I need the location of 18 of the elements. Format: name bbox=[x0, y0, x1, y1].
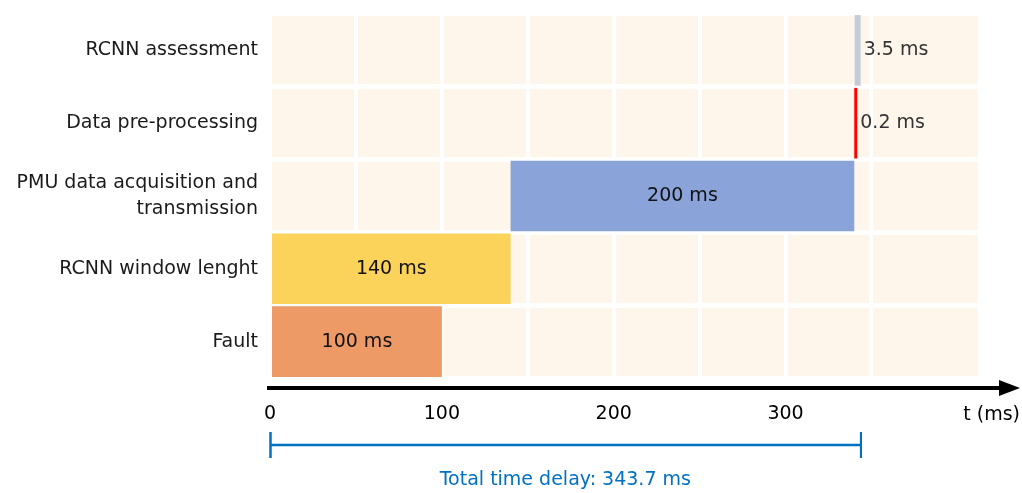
y-tick-label: Fault bbox=[212, 328, 258, 351]
text: Total time delay: 343.7 ms bbox=[438, 466, 691, 489]
y-tick-label: RCNN assessment bbox=[85, 37, 258, 60]
x-tick-label: 0 bbox=[263, 401, 277, 424]
data-label: 3.5 ms bbox=[863, 37, 929, 60]
x-tick-label: 100 bbox=[423, 401, 460, 424]
x-tick-label: 200 bbox=[595, 401, 632, 424]
bar bbox=[854, 15, 861, 86]
data-label: 0.2 ms bbox=[860, 110, 925, 133]
x-tick-label: 300 bbox=[767, 401, 804, 424]
x-axis-title: t (ms) bbox=[963, 401, 1020, 424]
bar bbox=[272, 306, 442, 377]
y-tick-label: RCNN window lenght bbox=[59, 255, 258, 278]
y-tick-label: Data pre-processing bbox=[66, 110, 258, 133]
y-tick-label: PMU data acquisition and transmission bbox=[16, 170, 258, 218]
data-label: 140 ms bbox=[355, 255, 427, 278]
data-label: 200 ms bbox=[647, 182, 718, 205]
data-label: 100 ms bbox=[321, 328, 393, 351]
